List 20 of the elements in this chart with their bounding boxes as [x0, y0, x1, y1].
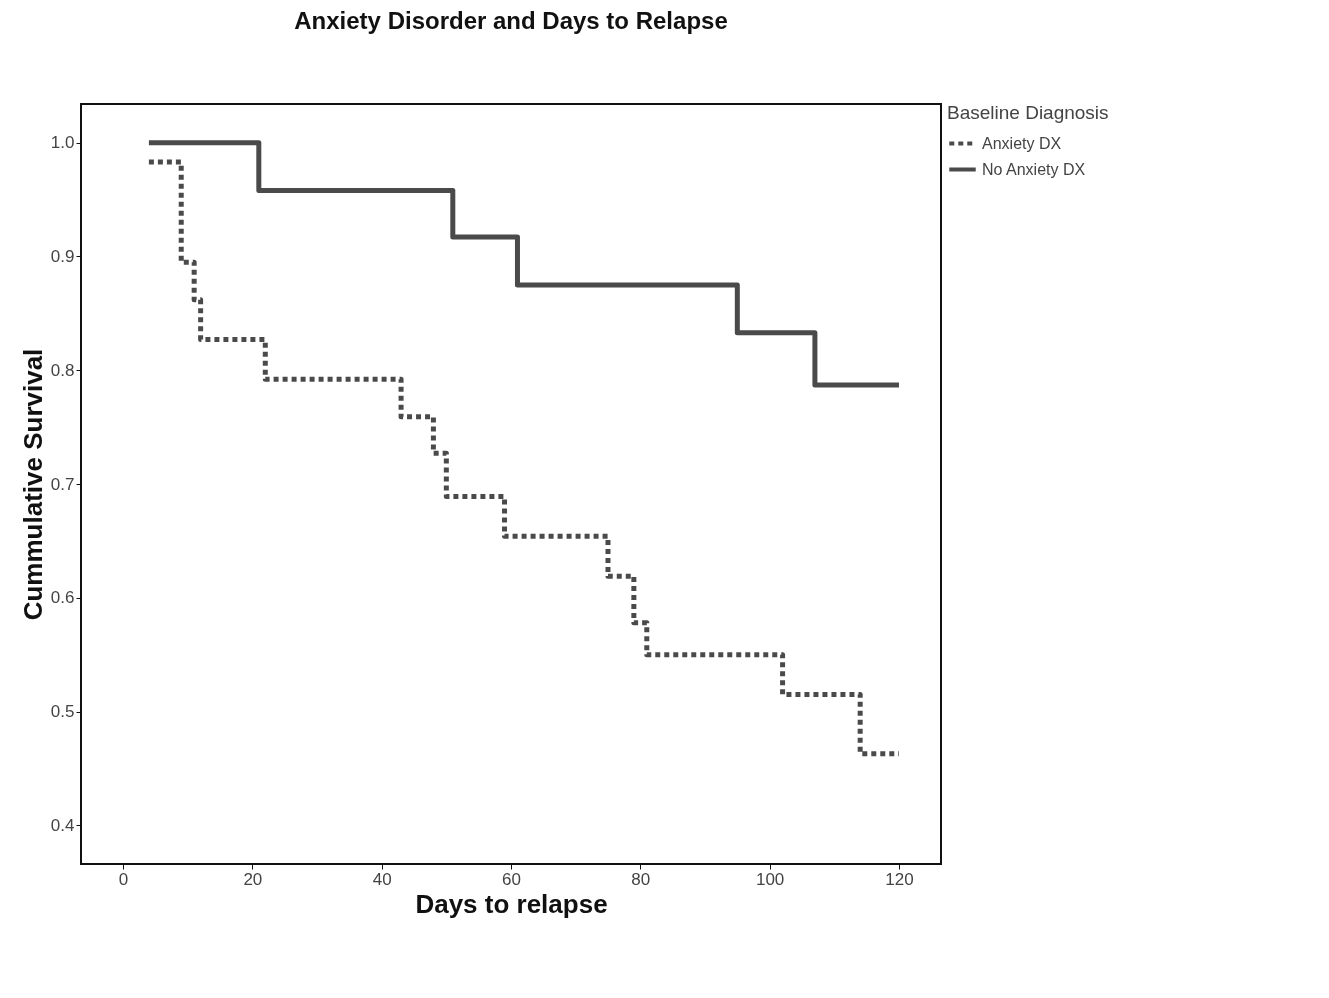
legend-label: Anxiety DX [982, 134, 1062, 152]
y-tick-label: 0.5 [50, 702, 75, 722]
y-tick-label: 0.7 [50, 474, 75, 494]
y-axis-title: Cummulative Survival [17, 348, 48, 621]
y-tick-label: 0.6 [50, 588, 75, 608]
legend-label: No Anxiety DX [982, 160, 1086, 178]
x-tick-label: 20 [243, 869, 263, 889]
y-tick-label: 1.0 [50, 133, 75, 153]
x-axis-title: Days to relapse [415, 888, 608, 919]
y-tick-label: 0.4 [50, 815, 75, 835]
chart-title: Anxiety Disorder and Days to Relapse [294, 7, 728, 34]
x-tick-label: 60 [502, 869, 521, 889]
x-tick-label: 40 [372, 869, 392, 889]
y-tick-label: 0.9 [50, 246, 75, 266]
legend-title: Baseline Diagnosis [947, 102, 1109, 123]
x-tick-label: 0 [118, 869, 129, 889]
x-tick-label: 100 [755, 869, 785, 889]
x-tick-label: 120 [885, 869, 914, 889]
x-tick-label: 80 [631, 869, 651, 889]
y-tick-label: 0.8 [50, 360, 75, 380]
